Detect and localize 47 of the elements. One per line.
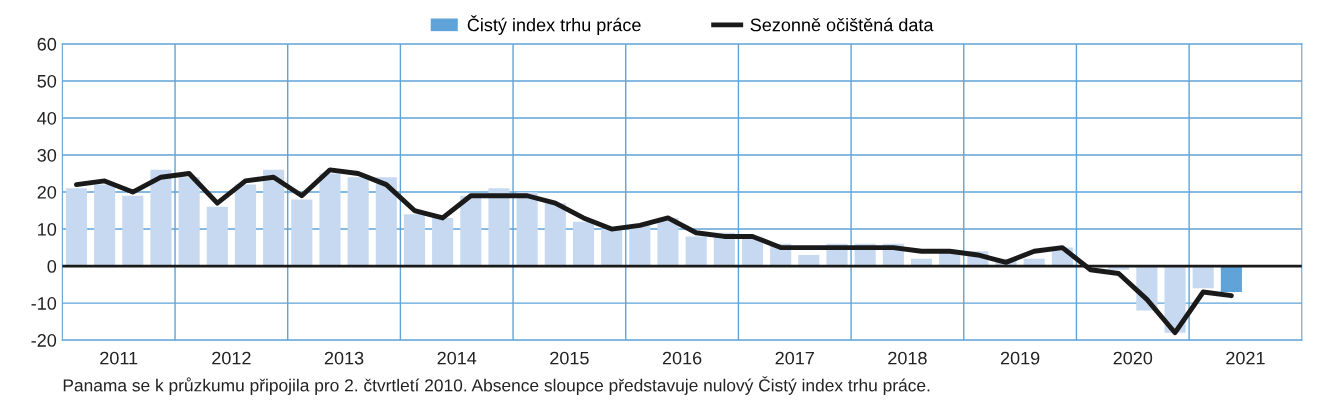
- bar: [347, 177, 369, 267]
- y-tick-label: 30: [37, 148, 57, 162]
- bar: [488, 188, 510, 267]
- bar: [403, 214, 426, 267]
- bar: [629, 225, 651, 267]
- bar: [94, 184, 116, 267]
- y-tick-label: -10: [31, 297, 57, 310]
- text: Panama se k průzkumu připojila pro 2. čtvrtletí 2010. Absence sloupce představuje nulový Čistý index trhu práce.: [63, 376, 930, 395]
- x-tick-label: 2014: [437, 351, 477, 365]
- y-tick-label: 0: [47, 260, 57, 273]
- x-tick-label: 2015: [550, 351, 589, 365]
- legend-label: Sezonně očištěná data: [750, 17, 934, 32]
- bar: [544, 203, 566, 267]
- y-tick-label: 60: [37, 37, 57, 51]
- bar: [572, 221, 595, 267]
- bar: [234, 184, 257, 267]
- bar: [122, 195, 144, 267]
- legend-label: Čistý index trhu práce: [467, 15, 641, 35]
- x-tick-label: 2017: [775, 351, 814, 365]
- x-tick-label: 2021: [1226, 351, 1265, 365]
- bar: [291, 199, 313, 267]
- bar: [1192, 266, 1214, 289]
- y-tick-label: 40: [37, 111, 57, 125]
- x-tick-label: 2013: [324, 351, 364, 365]
- x-tick-label: 2020: [1113, 351, 1153, 365]
- y-tick-label: 20: [37, 185, 57, 199]
- bar: [65, 188, 88, 267]
- bar: [178, 177, 200, 267]
- bar: [601, 229, 623, 267]
- y-tick-label: 50: [37, 74, 57, 88]
- x-tick-label: 2011: [100, 351, 138, 365]
- x-tick-label: 2016: [662, 351, 702, 365]
- bar: [206, 206, 228, 267]
- bar: [375, 177, 397, 267]
- x-tick-label: 2012: [212, 351, 251, 365]
- bar: [319, 173, 341, 267]
- bar: [432, 217, 454, 267]
- y-tick-label: -20: [31, 334, 57, 347]
- x-tick-label: 2018: [888, 351, 927, 365]
- bar: [685, 236, 707, 267]
- bar: [150, 169, 172, 267]
- x-tick-label: 2019: [1000, 351, 1040, 365]
- bar: [1220, 266, 1242, 292]
- y-tick-label: 10: [38, 222, 57, 236]
- bar: [516, 192, 538, 267]
- bar: [263, 169, 285, 267]
- bar: [460, 195, 482, 267]
